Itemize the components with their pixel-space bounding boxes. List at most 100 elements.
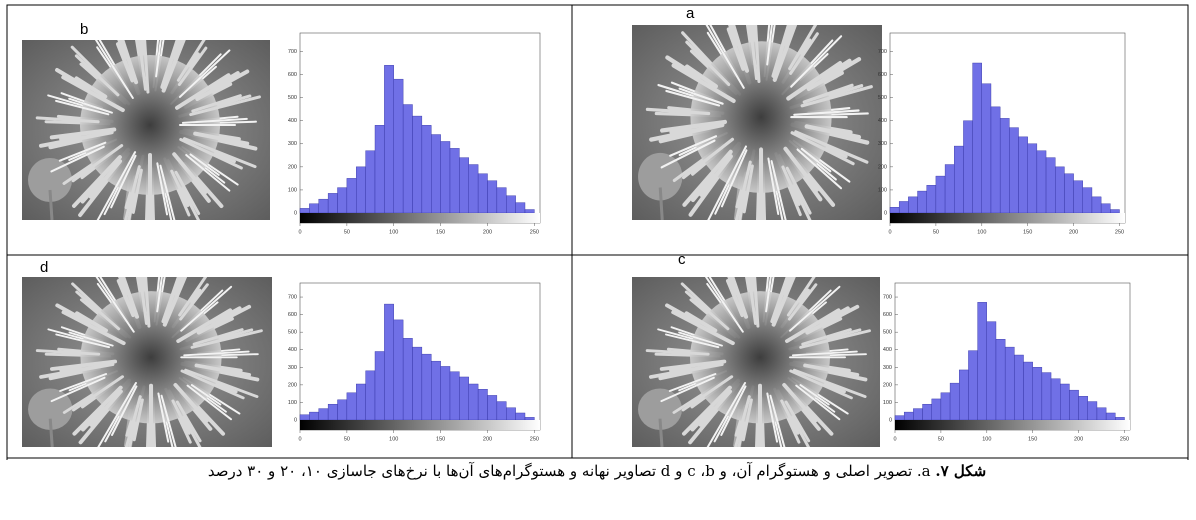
histogram-bar — [506, 407, 516, 421]
y-tick-label: 300 — [878, 141, 887, 147]
x-tick-label: 100 — [977, 229, 986, 235]
histogram-bar — [986, 321, 997, 421]
histogram-bar — [496, 401, 507, 421]
panel-label: c — [678, 251, 686, 268]
histogram-bar — [926, 185, 937, 214]
histogram-bar — [954, 145, 964, 214]
histogram-bar — [1055, 166, 1065, 214]
y-tick-label: 100 — [288, 400, 297, 406]
y-tick-label: 300 — [288, 365, 297, 371]
histogram-bar — [412, 115, 423, 214]
histogram-bar — [327, 193, 338, 214]
histogram-bar — [431, 360, 441, 421]
histogram-bar — [318, 408, 329, 421]
flower-image — [22, 252, 272, 460]
histogram-bar — [299, 414, 310, 421]
y-tick-label: 200 — [878, 164, 887, 170]
histogram-bar — [1078, 396, 1088, 421]
histogram-bar — [894, 415, 905, 421]
histogram-bar — [506, 195, 516, 214]
histogram-bar — [524, 209, 535, 214]
histogram-bar — [421, 353, 432, 421]
histogram-bar — [477, 389, 488, 421]
x-tick-label: 50 — [938, 436, 944, 442]
x-tick-label: 200 — [1074, 436, 1083, 442]
y-tick-label: 600 — [288, 72, 297, 78]
histogram-bar — [903, 411, 914, 421]
x-tick-label: 0 — [298, 436, 301, 442]
y-tick-label: 100 — [878, 187, 887, 193]
histogram-bar — [346, 178, 357, 214]
histogram-bar — [384, 303, 394, 421]
x-tick-label: 200 — [483, 229, 492, 235]
y-tick-label: 200 — [883, 382, 892, 388]
y-tick-label: 700 — [878, 49, 887, 55]
histogram-bar — [944, 164, 955, 214]
y-tick-label: 300 — [883, 365, 892, 371]
y-tick-label: 0 — [294, 417, 297, 423]
x-tick-label: 50 — [933, 229, 939, 235]
histogram-bar — [309, 203, 319, 214]
histogram-bar — [365, 150, 376, 214]
y-tick-label: 300 — [288, 141, 297, 147]
histogram-bar — [931, 398, 942, 421]
x-tick-label: 250 — [530, 436, 539, 442]
y-tick-label: 700 — [883, 295, 892, 301]
x-tick-label: 100 — [982, 436, 991, 442]
histogram-bar — [412, 346, 423, 421]
histogram-bar — [1023, 361, 1033, 421]
histogram-bar — [972, 62, 982, 214]
x-tick-label: 50 — [344, 229, 350, 235]
colorbar — [890, 213, 1125, 223]
caption-text: a. تصویر اصلی و هستوگرام آن، و c ،b و d … — [207, 462, 931, 480]
histogram-bar — [999, 118, 1010, 214]
histogram-bar — [963, 120, 973, 214]
histogram-bar — [337, 399, 348, 421]
histogram-bar — [487, 180, 498, 214]
y-tick-label: 600 — [878, 72, 887, 78]
histogram-bar — [977, 302, 987, 421]
histogram-bar — [1082, 187, 1093, 214]
histogram-bar — [468, 164, 479, 214]
flower-image — [632, 252, 880, 460]
caption: شکل ۷. a. تصویر اصلی و هستوگرام آن، و c … — [8, 460, 1186, 482]
y-tick-label: 400 — [878, 118, 887, 124]
y-tick-label: 700 — [288, 295, 297, 301]
x-tick-label: 250 — [1115, 229, 1124, 235]
histogram-bar — [917, 190, 927, 214]
y-tick-label: 200 — [288, 382, 297, 388]
histogram-bar — [431, 134, 441, 214]
histogram-bar — [959, 369, 969, 421]
table-border — [6, 4, 1189, 460]
y-tick-label: 0 — [889, 417, 892, 423]
histogram-bar — [356, 383, 366, 421]
histogram-bar — [299, 208, 310, 214]
histogram-bar — [393, 319, 404, 421]
y-tick-label: 600 — [288, 312, 297, 318]
histogram-bar — [402, 104, 413, 214]
histogram-bar — [459, 157, 469, 214]
histogram-bar — [449, 371, 460, 421]
histogram-bar — [515, 202, 526, 214]
x-tick-label: 0 — [888, 229, 891, 235]
y-tick-label: 400 — [288, 118, 297, 124]
histogram-bar — [496, 187, 507, 214]
histogram-bar — [935, 175, 946, 214]
x-tick-label: 0 — [893, 436, 896, 442]
histogram-bar — [1027, 143, 1038, 214]
histogram-bar — [487, 395, 498, 421]
x-tick-label: 200 — [1069, 229, 1078, 235]
x-tick-label: 200 — [483, 436, 492, 442]
histogram-bar — [440, 366, 451, 421]
colorbar — [895, 420, 1130, 430]
histogram-bar — [365, 370, 376, 421]
y-tick-label: 0 — [294, 210, 297, 216]
histogram-bar — [1041, 372, 1052, 421]
histogram-bar — [1050, 378, 1061, 421]
y-tick-label: 500 — [288, 95, 297, 101]
histogram-bar — [1069, 389, 1079, 421]
histogram-bar — [327, 403, 338, 421]
histogram-bar — [346, 392, 357, 421]
